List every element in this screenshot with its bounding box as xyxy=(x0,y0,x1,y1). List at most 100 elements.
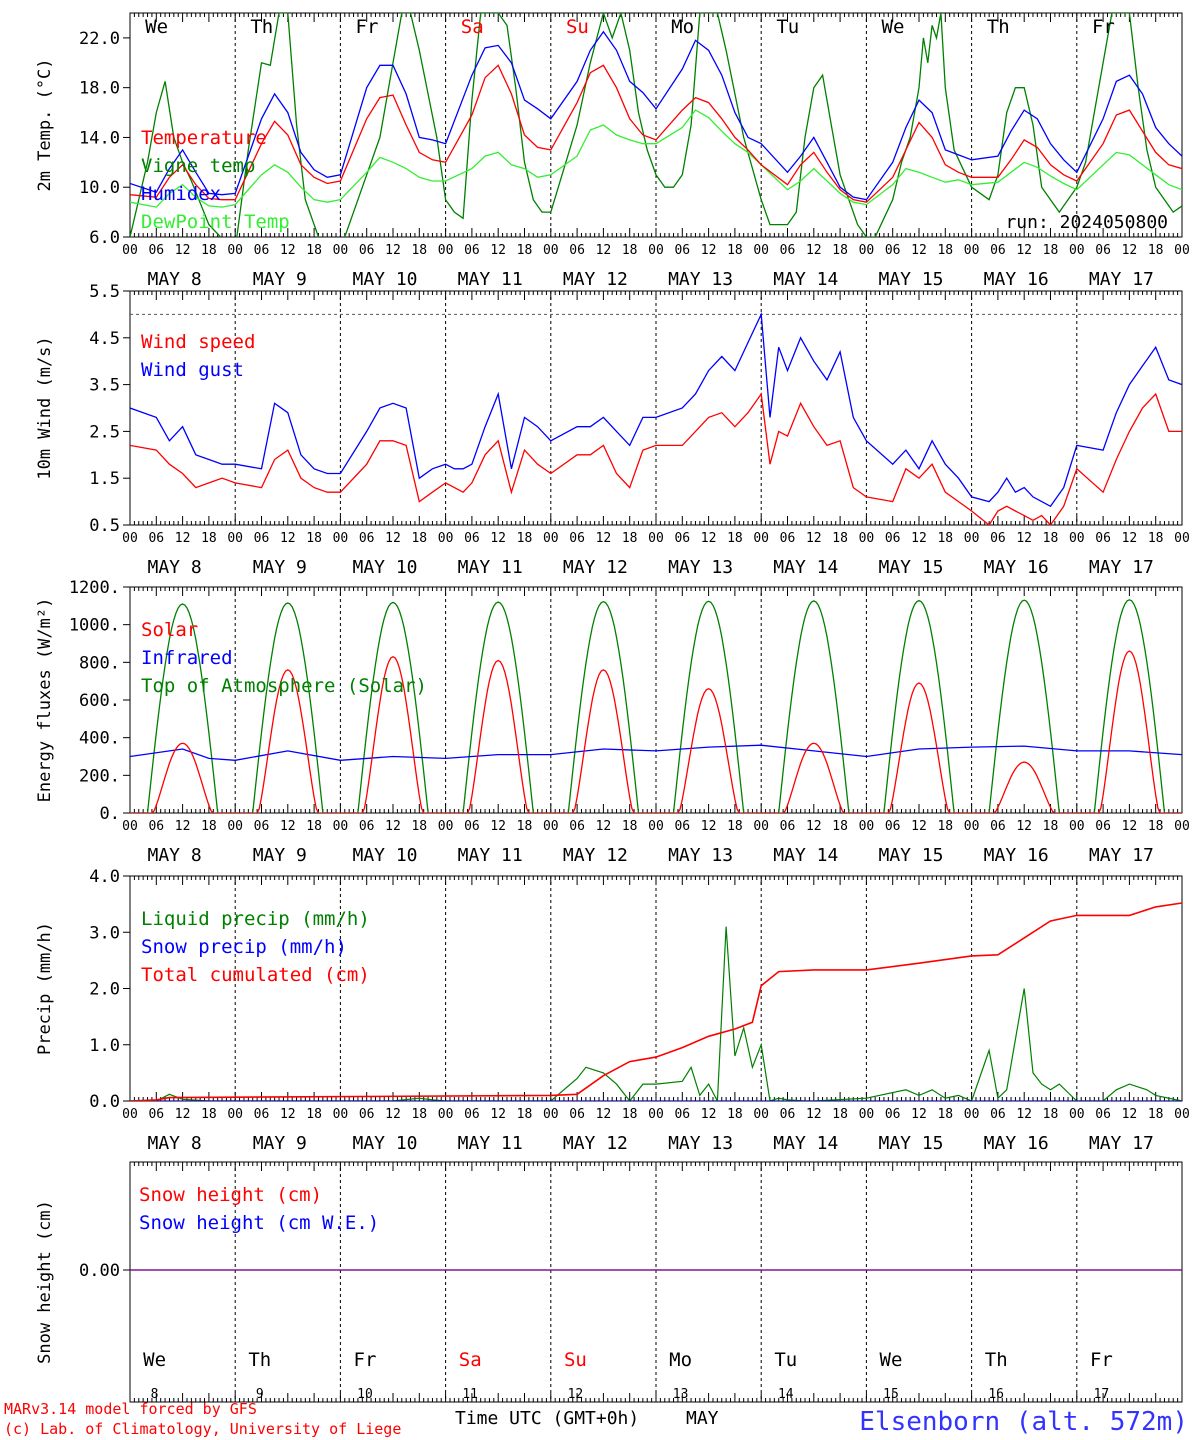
x-tick-label: 00 xyxy=(438,531,454,546)
x-tick-label: 06 xyxy=(780,1107,796,1122)
y-tick-label: 1200. xyxy=(69,578,120,598)
x-tick-label: 06 xyxy=(990,531,1006,546)
x-tick-label: 18 xyxy=(1148,531,1164,546)
x-tick-label: 00 xyxy=(1069,531,1085,546)
date-label: MAY 12 xyxy=(563,1133,628,1154)
x-tick-label: 00 xyxy=(964,531,980,546)
weekday-label: Fr xyxy=(1092,16,1115,38)
legend-entry: Humidex xyxy=(141,183,221,205)
x-tick-label: 06 xyxy=(674,243,690,258)
date-label: MAY 8 xyxy=(148,845,202,866)
x-tick-label: 12 xyxy=(701,819,717,834)
x-tick-label: 00 xyxy=(543,1107,559,1122)
x-tick-label: 12 xyxy=(280,819,296,834)
weekday-label: Su xyxy=(564,1349,587,1371)
y-axis-label: Energy fluxes (W/m²) xyxy=(35,598,55,803)
x-tick-label: 00 xyxy=(122,1107,138,1122)
x-tick-label: 06 xyxy=(148,243,164,258)
x-tick-label: 06 xyxy=(359,1107,375,1122)
x-tick-label: 06 xyxy=(464,1107,480,1122)
x-tick-label: 18 xyxy=(1043,819,1059,834)
date-label: MAY 10 xyxy=(352,845,417,866)
x-tick-label: 12 xyxy=(1122,819,1138,834)
panel-frame-1 xyxy=(129,12,1183,238)
date-label: MAY 11 xyxy=(458,557,523,578)
x-tick-label: 12 xyxy=(1016,243,1032,258)
date-label: MAY 12 xyxy=(563,845,628,866)
x-tick-label: 12 xyxy=(596,243,612,258)
weekday-label: We xyxy=(145,16,168,38)
weekday-label: We xyxy=(882,16,905,38)
x-tick-label: 12 xyxy=(1016,531,1032,546)
date-label: MAY 12 xyxy=(563,557,628,578)
legend-entry: Vigne temp xyxy=(141,155,255,177)
weekday-label: Th xyxy=(250,16,273,38)
y-tick-label: 2.0 xyxy=(89,980,120,1000)
day-number-label: 9 xyxy=(256,1387,264,1402)
date-label: MAY 13 xyxy=(668,269,733,290)
y-axis-label: Precip (mm/h) xyxy=(35,922,55,1055)
x-tick-label: 18 xyxy=(306,243,322,258)
temperature-lines xyxy=(130,13,1182,237)
y-axis-label: 10m Wind (m/s) xyxy=(35,336,55,479)
x-tick-label: 12 xyxy=(911,819,927,834)
series-wind-speed xyxy=(130,392,1182,525)
x-tick-label: 18 xyxy=(937,531,953,546)
lab-credit: (c) Lab. of Climatology, University of L… xyxy=(4,1420,401,1438)
legend-entry: Snow precip (mm/h) xyxy=(141,936,347,958)
run-annotation: run: 2024050800 xyxy=(1005,212,1168,233)
x-tick-label: 00 xyxy=(753,1107,769,1122)
x-tick-label: 06 xyxy=(674,1107,690,1122)
x-tick-label: 12 xyxy=(490,1107,506,1122)
weekday-label: Th xyxy=(987,16,1010,38)
x-tick-label: 18 xyxy=(937,819,953,834)
x-tick-label: 12 xyxy=(385,243,401,258)
x-tick-label: 18 xyxy=(306,1107,322,1122)
x-tick-label: 00 xyxy=(648,243,664,258)
x-axis-label: Time UTC (GMT+0h) xyxy=(455,1408,639,1429)
y-tick-label: 18.0 xyxy=(79,79,120,99)
series-vigne-temp xyxy=(130,13,1182,237)
date-label: MAY 17 xyxy=(1089,557,1154,578)
weekday-label: Fr xyxy=(356,16,379,38)
x-tick-label: 06 xyxy=(569,243,585,258)
y-tick-label: 400. xyxy=(79,729,120,749)
x-tick-label: 00 xyxy=(227,243,243,258)
x-tick-label: 06 xyxy=(254,243,270,258)
x-tick-label: 06 xyxy=(780,531,796,546)
x-tick-label: 00 xyxy=(333,243,349,258)
x-tick-label: 12 xyxy=(490,243,506,258)
x-tick-label: 18 xyxy=(517,243,533,258)
x-tick-label: 18 xyxy=(1148,243,1164,258)
date-label: MAY 10 xyxy=(352,557,417,578)
y-tick-label: 14.0 xyxy=(79,128,120,148)
x-tick-label: 18 xyxy=(201,243,217,258)
precip-lines xyxy=(130,902,1182,1101)
x-tick-label: 12 xyxy=(280,243,296,258)
date-label: MAY 15 xyxy=(878,845,943,866)
date-label: MAY 9 xyxy=(253,1133,307,1154)
x-tick-label: 18 xyxy=(411,1107,427,1122)
x-tick-label: 18 xyxy=(306,819,322,834)
legend-entry: Snow height (cm W.E.) xyxy=(139,1212,379,1234)
x-tick-label: 06 xyxy=(464,531,480,546)
date-label: MAY 15 xyxy=(878,269,943,290)
x-tick-label: 18 xyxy=(622,531,638,546)
x-tick-label: 18 xyxy=(1043,531,1059,546)
x-tick-label: 12 xyxy=(806,243,822,258)
weekday-label: Fr xyxy=(354,1349,377,1371)
y-tick-label: 200. xyxy=(79,766,120,786)
day-number-label: 12 xyxy=(568,1387,584,1402)
x-tick-label: 12 xyxy=(1122,243,1138,258)
date-label: MAY 9 xyxy=(253,845,307,866)
date-label: MAY 12 xyxy=(563,269,628,290)
y-tick-label: 6.0 xyxy=(89,228,120,248)
legend-entry: Solar xyxy=(141,619,198,641)
weekday-label: Fr xyxy=(1090,1349,1113,1371)
x-tick-label: 18 xyxy=(1043,1107,1059,1122)
x-tick-label: 18 xyxy=(517,531,533,546)
x-tick-label: 06 xyxy=(148,1107,164,1122)
x-tick-label: 12 xyxy=(280,531,296,546)
x-tick-label: 12 xyxy=(175,819,191,834)
legend-entry: Wind gust xyxy=(141,359,244,381)
